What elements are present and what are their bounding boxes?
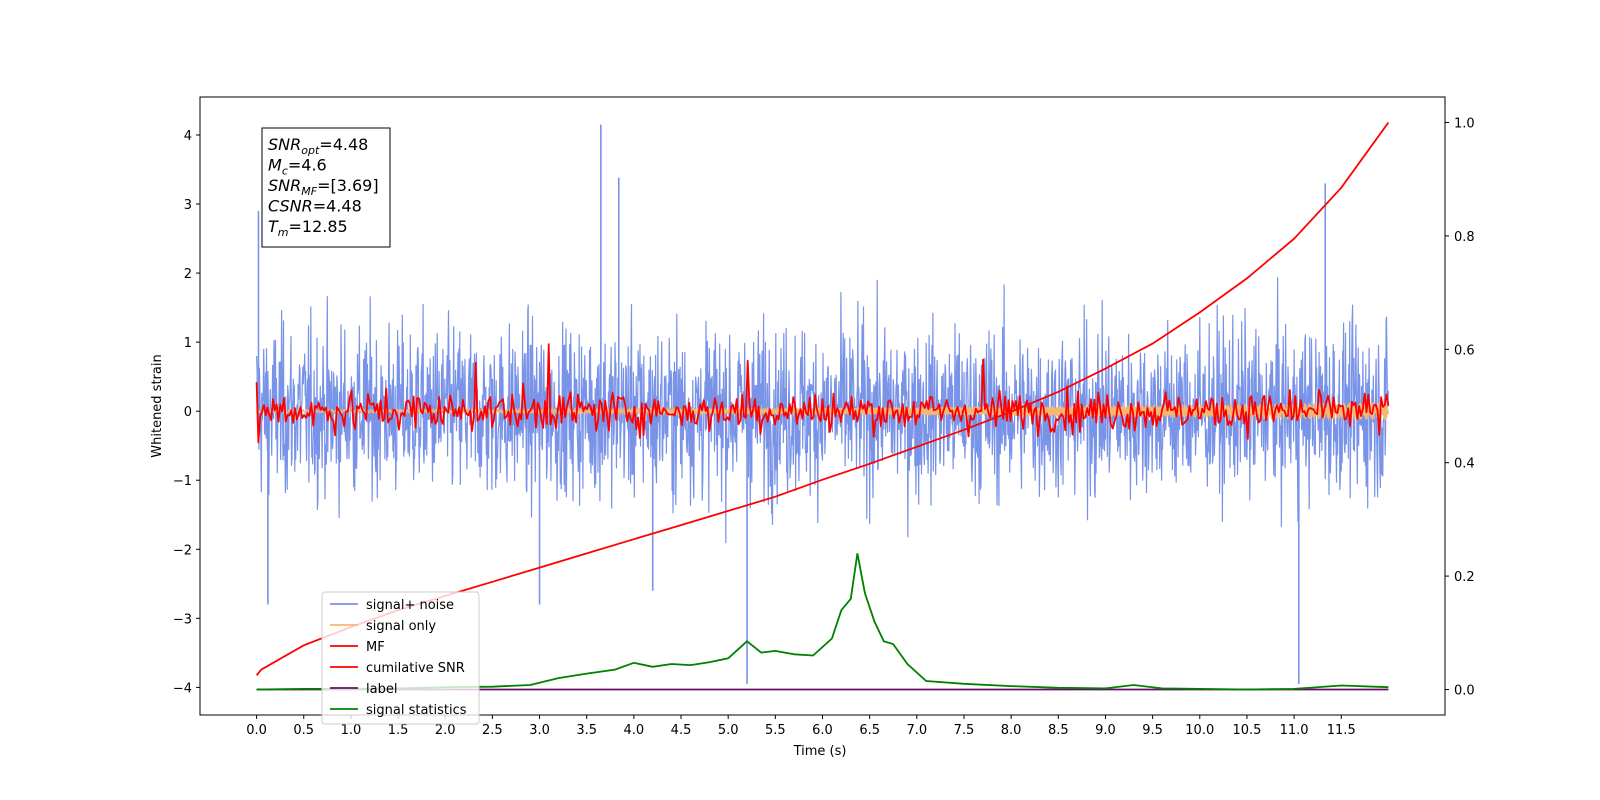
x-tick-label: 9.5: [1142, 723, 1163, 738]
x-tick-label: 1.0: [341, 723, 362, 738]
annotation-line: CSNR=4.48: [268, 197, 362, 216]
x-axis: 0.0 0.5 1.0 1.5 2.0 2.5 3.0 3.5 4.0 4.5 5.0 5.5 6.0 6…: [246, 715, 1356, 738]
annotation-box: SNRopt=4.48Mc=4.6SNRMF=[3.69]CSNR=4.48Tm…: [261, 127, 391, 248]
y-right-tick-label: 1.0: [1454, 117, 1475, 132]
annotation-frame: [261, 127, 391, 248]
x-tick-label: 9.0: [1095, 723, 1116, 738]
y-tick-label: 1: [184, 336, 192, 351]
legend-label: MF: [366, 640, 385, 655]
y-tick-label: 2: [184, 267, 192, 282]
x-tick-label: 10.5: [1232, 723, 1261, 738]
y-tick-label: −2: [173, 543, 192, 558]
y-tick-label: −1: [173, 474, 192, 489]
x-tick-label: 5.0: [718, 723, 739, 738]
x-tick-label: 4.0: [624, 723, 645, 738]
x-tick-label: 3.5: [576, 723, 597, 738]
y-axis-left: 4 3 2 1 0 −1 −2 −3 −4: [173, 129, 200, 696]
x-tick-label: 8.5: [1048, 723, 1069, 738]
legend-frame: [321, 591, 480, 725]
x-tick-label: 5.5: [765, 723, 786, 738]
annotation-line: SNRMF=[3.69]: [268, 176, 379, 198]
y-right-tick-label: 0.8: [1454, 230, 1475, 245]
legend-label: cumilative SNR: [366, 661, 465, 676]
y-tick-label: −3: [173, 612, 192, 627]
annotation-line: Tm=12.85: [268, 217, 348, 239]
series-signal-noise: [256, 277, 1389, 544]
x-tick-label: 7.5: [954, 723, 975, 738]
annotation-line: SNRopt=4.48: [268, 135, 368, 157]
legend: signal+ noise signal only MF cumilative SNR…: [321, 591, 480, 725]
x-tick-label: 11.5: [1327, 723, 1356, 738]
x-tick-label: 4.5: [671, 723, 692, 738]
y-axis-right: 1.0 0.8 0.6 0.4 0.2 0.0: [1445, 117, 1475, 698]
y-right-tick-label: 0.6: [1454, 343, 1475, 358]
series-signal-statistics: [256, 553, 1389, 691]
x-tick-label: 6.0: [812, 723, 833, 738]
x-tick-label: 8.0: [1001, 723, 1022, 738]
x-tick-label: 0.0: [246, 723, 267, 738]
y-tick-label: 0: [184, 405, 192, 420]
x-tick-label: 0.5: [293, 723, 314, 738]
x-tick-label: 2.5: [482, 723, 503, 738]
legend-label: label: [366, 682, 397, 697]
plot-area: [255, 121, 1390, 691]
y-tick-label: −4: [173, 681, 192, 696]
x-tick-label: 1.5: [388, 723, 409, 738]
y-axis-label: Whitened strain: [150, 354, 165, 457]
legend-label: signal statistics: [366, 703, 467, 718]
series-signal-only: [255, 402, 1390, 421]
legend-label: signal only: [366, 619, 436, 634]
y-right-tick-label: 0.4: [1454, 457, 1475, 472]
y-tick-label: 4: [184, 129, 192, 144]
x-axis-label: Time (s): [793, 744, 847, 759]
x-tick-label: 10.0: [1185, 723, 1214, 738]
x-tick-label: 11.0: [1280, 723, 1309, 738]
y-right-tick-label: 0.0: [1454, 683, 1475, 698]
y-tick-label: 3: [184, 198, 192, 213]
legend-label: signal+ noise: [366, 598, 454, 613]
series-mf: [255, 343, 1390, 444]
x-tick-label: 2.0: [435, 723, 456, 738]
x-tick-label: 7.0: [906, 723, 927, 738]
y-right-tick-label: 0.2: [1454, 570, 1475, 585]
x-tick-label: 3.0: [529, 723, 550, 738]
annotation-line: Mc=4.6: [268, 156, 327, 178]
x-tick-label: 6.5: [859, 723, 880, 738]
